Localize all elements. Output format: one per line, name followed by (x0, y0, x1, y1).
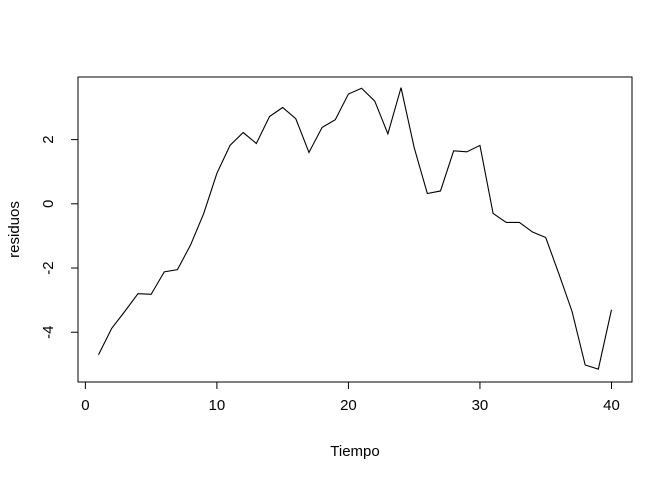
x-axis: 0 10 20 30 40 (81, 381, 620, 414)
y-tick-label: -2 (40, 261, 57, 274)
y-tick-label: 2 (40, 135, 57, 143)
x-tick-label: 10 (209, 397, 226, 414)
x-tick-label: 20 (340, 397, 357, 414)
plot-frame (77, 76, 633, 383)
x-axis-label: Tiempo (330, 443, 379, 460)
x-tick-label: 40 (603, 397, 620, 414)
series-line (98, 87, 613, 370)
y-tick-label: -4 (40, 326, 57, 339)
x-tick-label: 30 (472, 397, 489, 414)
y-axis-label: residuos (6, 201, 23, 258)
x-tick-label: 0 (81, 397, 89, 414)
y-axis: -4 -2 0 2 (40, 135, 79, 339)
y-tick-label: 0 (40, 200, 57, 208)
